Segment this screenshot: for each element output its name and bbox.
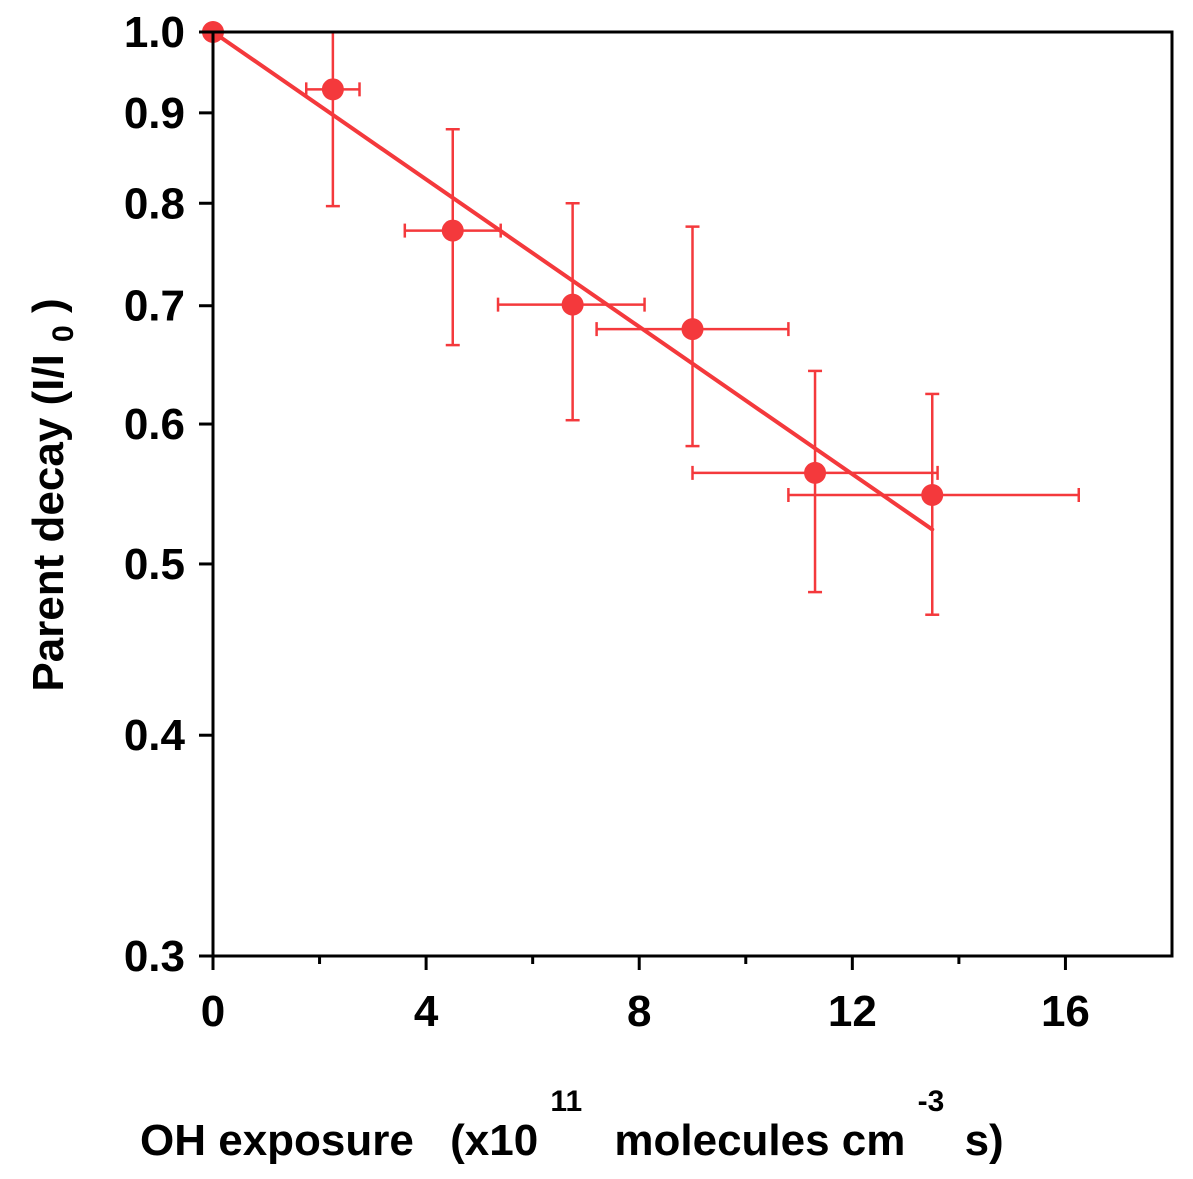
x-tick-label: 16 <box>1041 987 1090 1036</box>
data-point <box>561 293 584 316</box>
y-axis-title-suffix: ) <box>24 298 73 313</box>
x-axis-title: OH exposure (x10 11 molecules cm -3 s) <box>140 1072 1004 1165</box>
x-axis-title-exponent: 11 <box>550 1085 582 1118</box>
axes <box>199 30 1174 970</box>
y-tick-label: 0.5 <box>124 540 185 589</box>
plot-frame <box>211 30 1174 958</box>
x-axis-title-main: OH exposure <box>140 1116 414 1165</box>
x-axis-title-unit-exponent: -3 <box>918 1085 945 1118</box>
y-tick-label: 0.9 <box>124 89 185 138</box>
x-tick-label: 0 <box>201 987 225 1036</box>
x-tick-label: 4 <box>414 987 439 1036</box>
x-tick-label: 12 <box>828 987 877 1036</box>
y-tick-label: 0.8 <box>124 179 185 228</box>
y-axis-title-main: Parent decay (I/I <box>24 354 73 691</box>
x-tick-label: 8 <box>627 987 651 1036</box>
y-tick-label: 0.7 <box>124 282 185 331</box>
data-point <box>321 78 344 101</box>
x-axis-title-unit-prefix: (x10 <box>450 1116 538 1165</box>
tick-labels: 0 4 8 12 16 0.3 0.4 0.5 0.6 0.7 0.8 0.9 1.0 <box>124 8 1090 1036</box>
y-tick-label: 0.3 <box>124 932 185 981</box>
x-axis-title-unit-mid: molecules cm <box>614 1116 905 1165</box>
y-axis-title: Parent decay (I/I 0 ) <box>24 298 83 691</box>
data-point <box>921 484 944 507</box>
plot-area <box>202 21 1081 616</box>
data-point <box>804 461 827 484</box>
y-tick-label: 1.0 <box>124 8 185 57</box>
data-point <box>681 318 704 341</box>
y-tick-label: 0.4 <box>124 711 186 760</box>
y-tick-label: 0.6 <box>124 400 185 449</box>
data-point <box>441 219 464 242</box>
x-axis-title-unit-suffix: s) <box>965 1116 1004 1165</box>
y-axis-title-subscript: 0 <box>47 325 80 342</box>
